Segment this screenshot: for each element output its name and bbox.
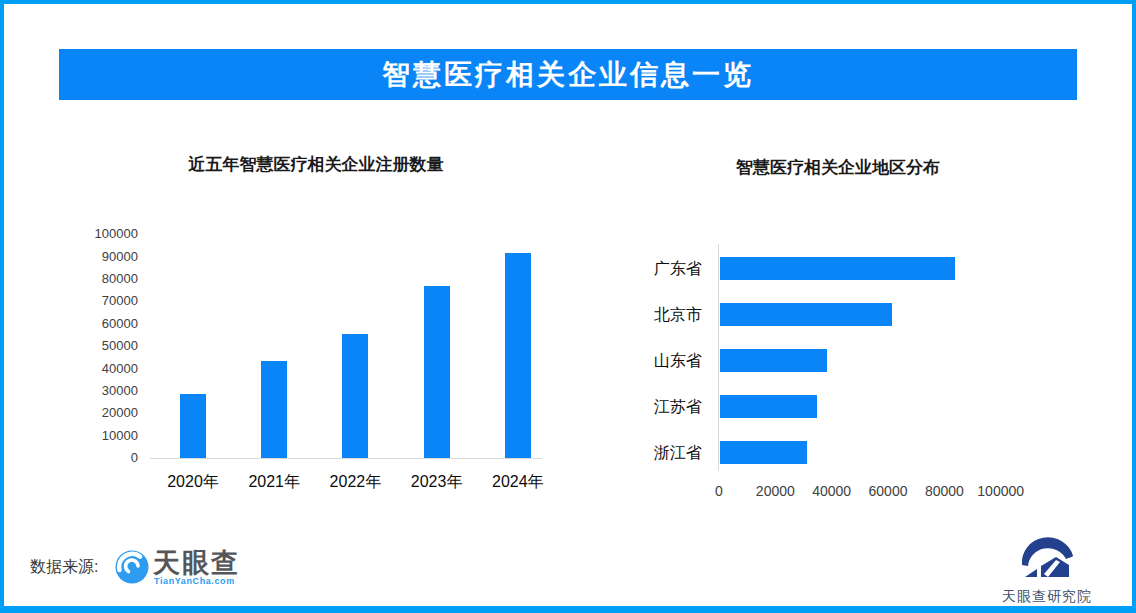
bar-北京市	[720, 303, 892, 326]
y-axis-tick-label: 100000	[58, 227, 138, 241]
bar-2022年	[342, 334, 368, 458]
y-axis-tick-label: 10000	[58, 429, 138, 443]
x-axis-category-label: 2024年	[473, 472, 563, 493]
y-axis-line	[718, 244, 719, 471]
category-label-江苏省: 江苏省	[592, 395, 702, 418]
bar-2021年	[261, 361, 287, 458]
title-banner: 智慧医疗相关企业信息一览	[59, 49, 1077, 100]
bar-2023年	[424, 286, 450, 458]
y-axis-tick-label: 40000	[58, 362, 138, 376]
x-axis-category-label: 2022年	[310, 472, 400, 493]
bar-山东省	[720, 349, 827, 372]
y-axis-tick-label: 20000	[58, 406, 138, 420]
tianyancha-url-text: TianYanCha.com	[154, 576, 235, 586]
x-axis-category-label: 2021年	[229, 472, 319, 493]
y-axis-tick-label: 50000	[58, 339, 138, 353]
bar-江苏省	[720, 395, 817, 418]
x-axis-tick-label: 100000	[963, 483, 1039, 499]
y-axis-tick-label: 90000	[58, 250, 138, 264]
left-chart-title: 近五年智慧医疗相关企业注册数量	[146, 153, 486, 176]
x-axis-line	[150, 458, 542, 459]
tianyancha-research-institute-logo: 天眼查研究院	[982, 532, 1112, 606]
right-chart-title: 智慧医疗相关企业地区分布	[733, 156, 943, 179]
tianyancha-eye-icon	[114, 549, 150, 589]
bar-广东省	[720, 257, 955, 280]
data-source-label: 数据来源:	[30, 557, 98, 578]
category-label-广东省: 广东省	[592, 257, 702, 280]
research-institute-label: 天眼查研究院	[982, 588, 1112, 606]
y-axis-tick-label: 60000	[58, 317, 138, 331]
category-label-北京市: 北京市	[592, 303, 702, 326]
x-axis-category-label: 2023年	[392, 472, 482, 493]
x-axis-category-label: 2020年	[148, 472, 238, 493]
y-axis-tick-label: 30000	[58, 384, 138, 398]
bar-2024年	[505, 253, 531, 458]
category-label-浙江省: 浙江省	[592, 441, 702, 464]
y-axis-tick-label: 80000	[58, 272, 138, 286]
y-axis-tick-label: 0	[58, 451, 138, 465]
bar-浙江省	[720, 441, 807, 464]
category-label-山东省: 山东省	[592, 349, 702, 372]
research-institute-icon	[1018, 532, 1076, 582]
page-title: 智慧医疗相关企业信息一览	[382, 59, 754, 90]
infographic-page: 智慧医疗相关企业信息一览 近五年智慧医疗相关企业注册数量 智慧医疗相关企业地区分…	[0, 0, 1136, 613]
y-axis-tick-label: 70000	[58, 294, 138, 308]
bar-2020年	[180, 394, 206, 458]
